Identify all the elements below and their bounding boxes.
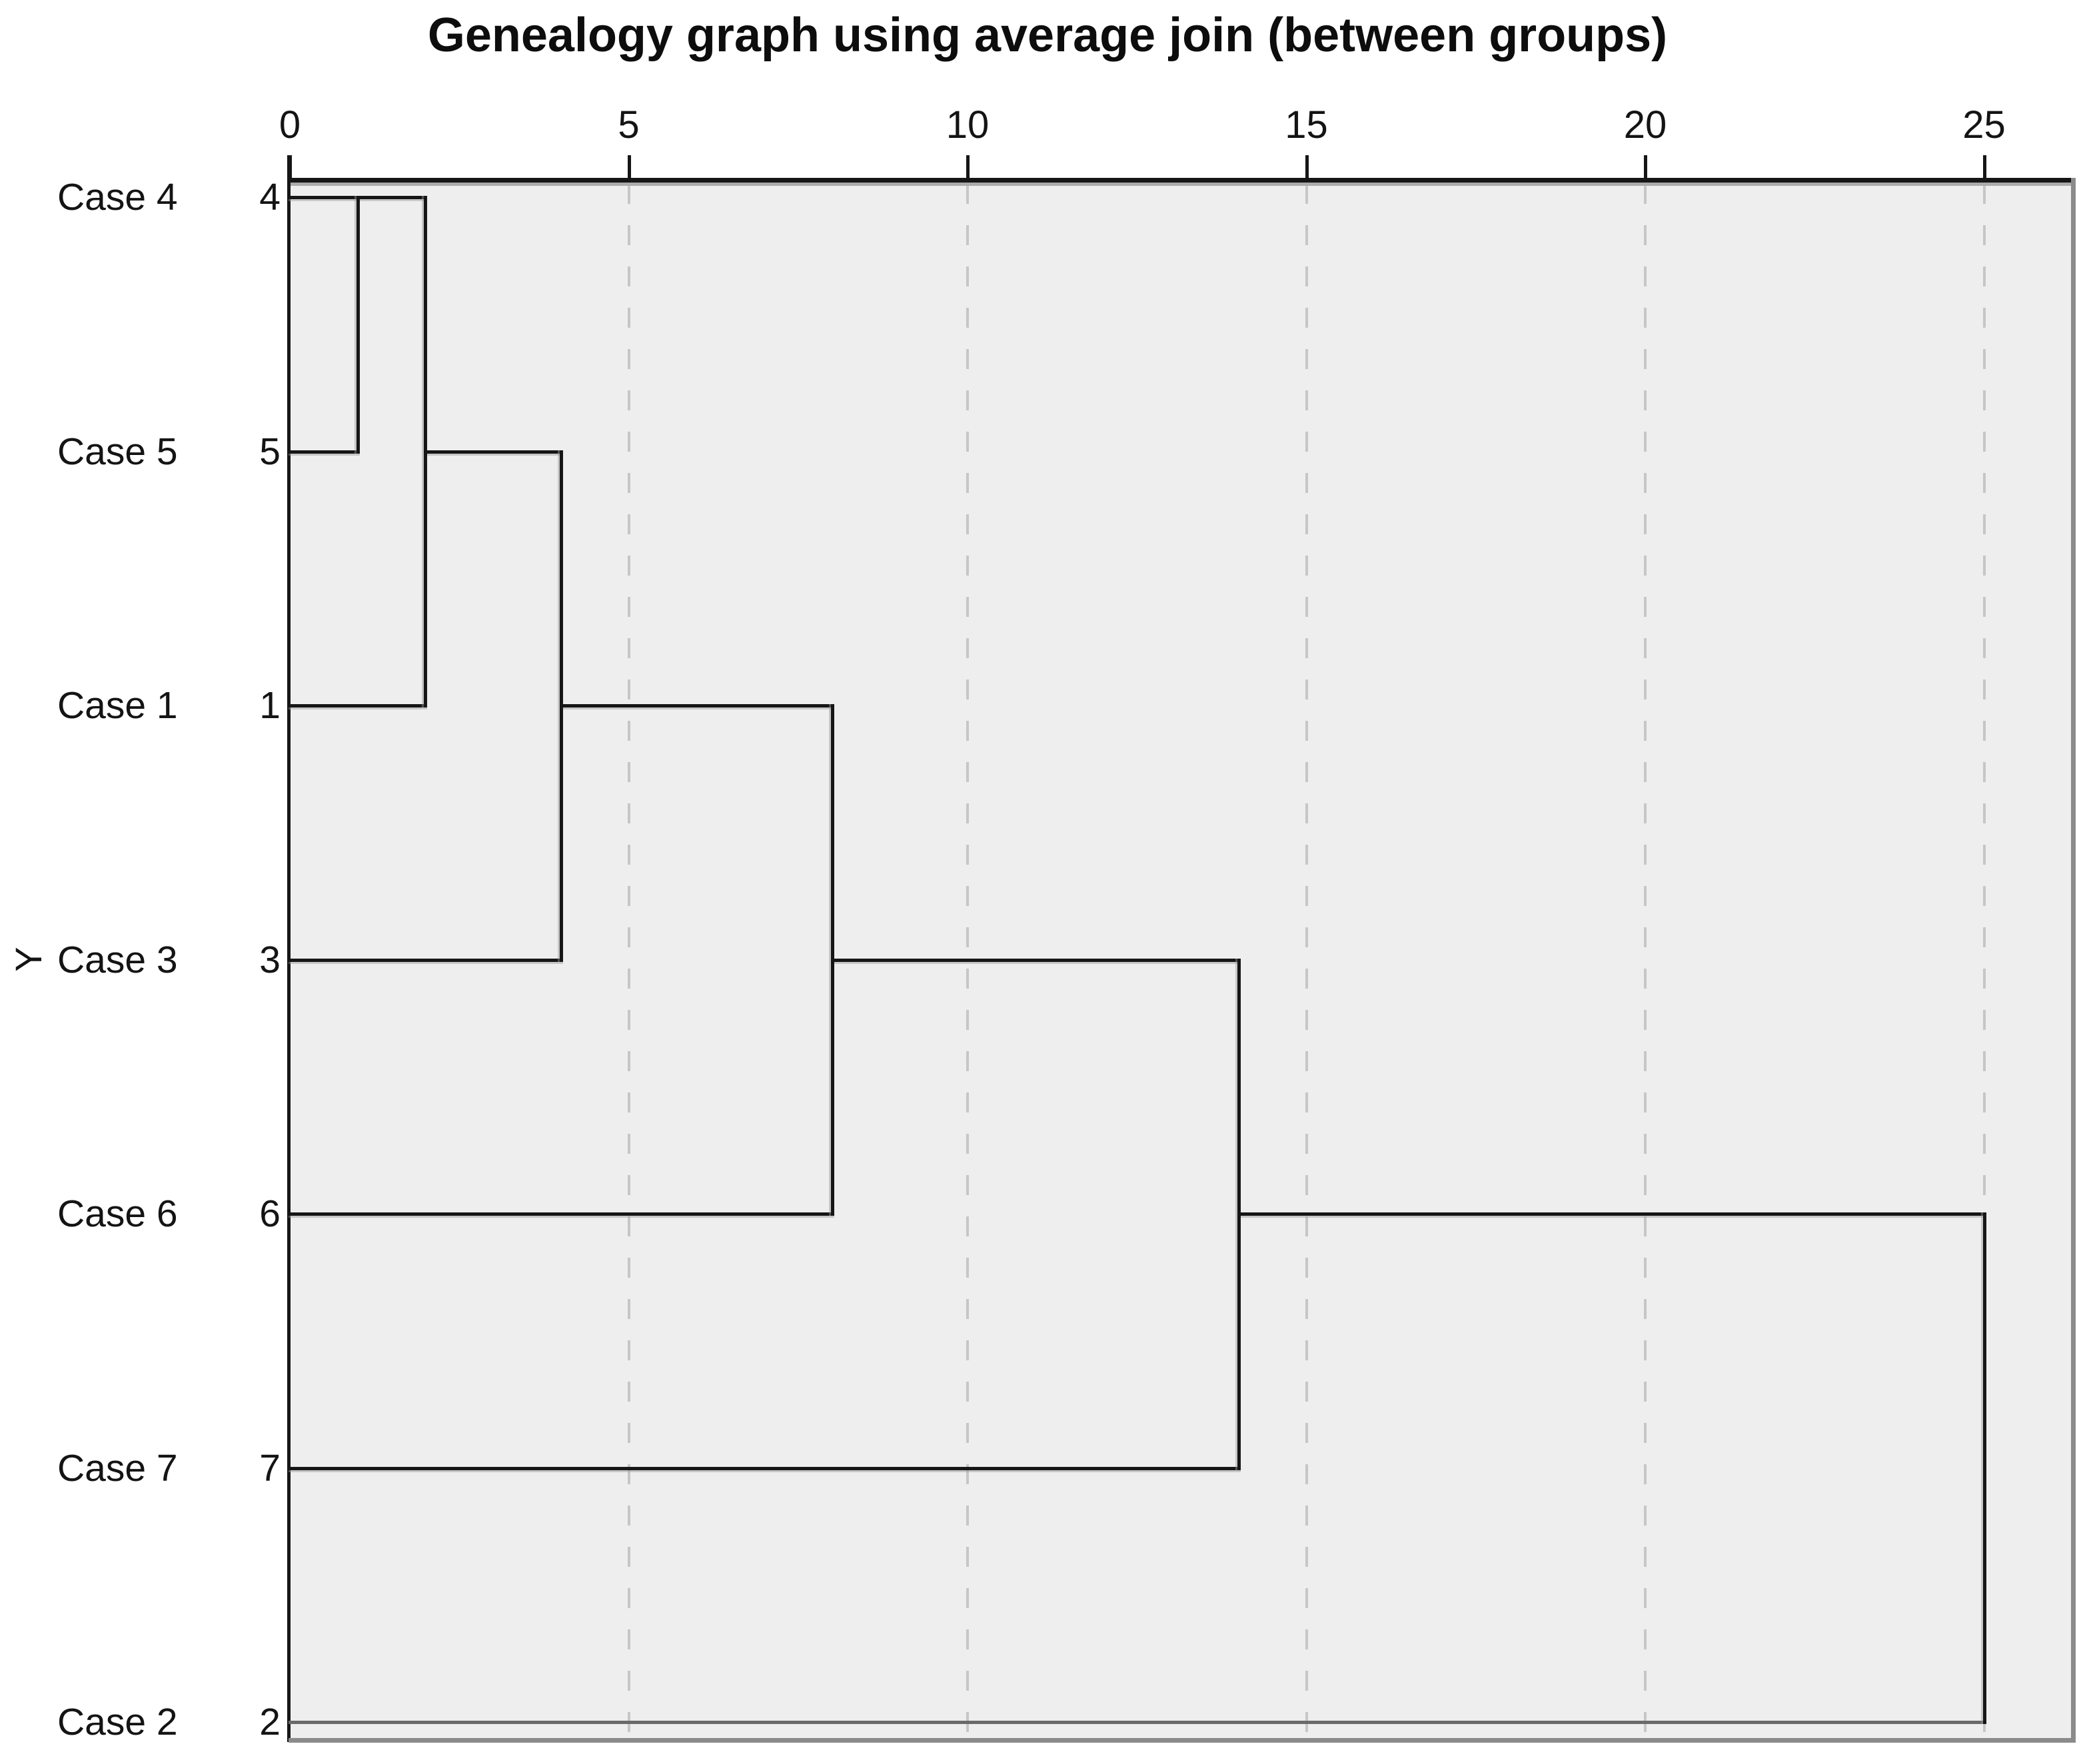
axis-tick-label: 25 (1962, 103, 2006, 147)
dendrogram-hsegment (289, 450, 360, 454)
row-label-number: 4 (259, 176, 281, 219)
dendrogram-hsegment (830, 958, 1241, 962)
dendrogram-hsegment (289, 1466, 1241, 1470)
row-label-number: 7 (259, 1446, 281, 1490)
plot-border-bottom (289, 1738, 2076, 1743)
dendrogram-hsegment (289, 958, 563, 962)
row-label-number: 6 (259, 1192, 281, 1235)
row-label-case: Case 5 (57, 430, 178, 473)
row-label-case: Case 3 (57, 938, 178, 981)
axis-tick-label: 15 (1285, 103, 1328, 147)
row-label-number: 2 (259, 1701, 281, 1743)
dendrogram-vsegment (830, 704, 834, 1216)
axis-tick-mark (289, 155, 292, 181)
axis-tick-label: 5 (618, 103, 640, 147)
dendrogram-hsegment (289, 704, 428, 707)
axis-tick-label: 0 (279, 103, 301, 147)
dendrogram-vsegment (1982, 1212, 1986, 1724)
axis-tick-mark (1644, 155, 1647, 181)
axis-tick-mark (1305, 155, 1309, 181)
dendrogram-vsegment (424, 196, 428, 707)
row-label-case: Case 7 (57, 1446, 178, 1490)
row-label-number: 1 (259, 684, 281, 727)
dendrogram-vsegment (559, 450, 563, 962)
dendrogram-hsegment (559, 704, 834, 707)
row-label-case: Case 4 (57, 176, 178, 219)
gridline (1305, 184, 1308, 1738)
row-label-case: Case 1 (57, 684, 178, 727)
plot-border-right (2071, 178, 2076, 1742)
row-label-case: Case 2 (57, 1701, 178, 1743)
plot-border-top (289, 178, 2075, 183)
gridline (1982, 184, 1986, 1738)
row-label-number: 3 (259, 938, 281, 981)
axis-tick-label: 20 (1623, 103, 1667, 147)
axis-tick-mark (627, 155, 631, 181)
gridline (627, 184, 630, 1738)
dendrogram-vsegment (356, 196, 360, 454)
axis-tick-mark (1982, 155, 1986, 181)
dendrogram-hsegment (289, 1212, 834, 1216)
row-label-case: Case 6 (57, 1192, 178, 1235)
gridline (1644, 184, 1647, 1738)
chart-title: Genealogy graph using average join (betw… (427, 9, 1668, 62)
dendrogram-vsegment (1237, 958, 1241, 1470)
y-axis-label: Y (7, 947, 49, 972)
dendrogram-hsegment (289, 1721, 1986, 1724)
axis-tick-mark (966, 155, 970, 181)
dendrogram-hsegment (1237, 1212, 1986, 1216)
axis-tick-label: 10 (946, 103, 990, 147)
row-label-number: 5 (259, 430, 281, 473)
dendrogram-hsegment (424, 450, 563, 454)
plot-border-left-axis (287, 155, 291, 1742)
